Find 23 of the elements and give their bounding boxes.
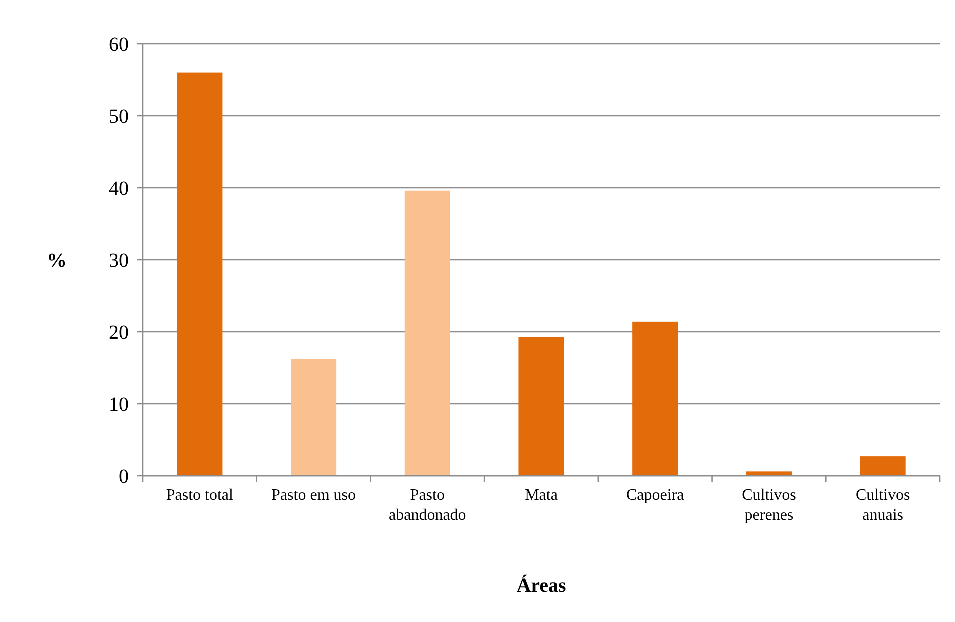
y-tick-label: 60 (109, 34, 129, 56)
bar (291, 359, 337, 476)
x-tick-label: Pasto total (166, 487, 234, 504)
y-tick-label: 0 (119, 466, 129, 488)
bar (177, 72, 223, 476)
x-tick-label: Cultivos perenes (742, 487, 796, 524)
x-tick-label: Mata (525, 487, 558, 504)
bar (518, 337, 564, 476)
y-tick-label: 50 (109, 106, 129, 128)
x-tick-label: Pasto em uso (272, 487, 356, 504)
x-tick-label: Capoeira (626, 487, 684, 504)
bar (746, 472, 792, 476)
y-axis-title: % (47, 250, 67, 272)
y-tick-label: 20 (109, 322, 129, 344)
y-tick-label: 40 (109, 178, 129, 200)
bar (404, 190, 450, 476)
x-axis-title: Áreas (516, 574, 567, 597)
y-tick-label: 10 (109, 394, 129, 416)
x-tick-label: Pasto abandonado (388, 487, 466, 524)
y-tick-label: 30 (109, 250, 129, 272)
bar (860, 456, 906, 476)
x-tick-label: Cultivos anuais (856, 487, 910, 524)
bar (632, 322, 678, 476)
